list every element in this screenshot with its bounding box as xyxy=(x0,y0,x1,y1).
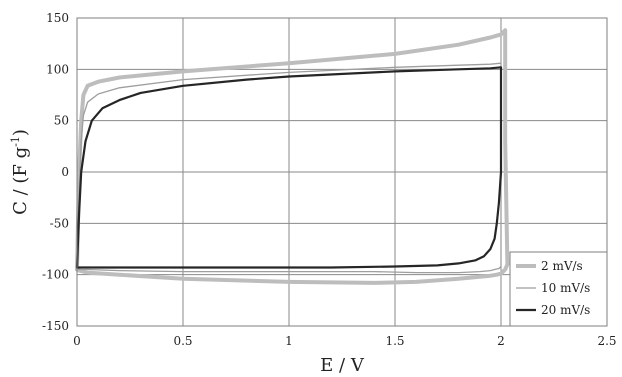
x-tick-label: 1.5 xyxy=(385,334,404,348)
y-tick-label: -100 xyxy=(42,268,69,282)
legend-label: 2 mV/s xyxy=(541,259,583,273)
series-line xyxy=(75,28,510,285)
x-tick-label: 0.5 xyxy=(173,334,192,348)
y-tick-label: 100 xyxy=(46,62,69,76)
y-tick-label: 50 xyxy=(54,114,69,128)
legend: 2 mV/s 10 mV/s 20 mV/s xyxy=(509,251,608,327)
tick-labels: 0 0.5 1 1.5 2 2.5 -150 -100 -50 0 50 100 150 xyxy=(42,11,617,348)
series-line xyxy=(75,66,503,269)
series-lines xyxy=(75,28,510,285)
y-tick-label: 0 xyxy=(61,165,69,179)
y-axis-title-superscript: -1 xyxy=(9,136,22,147)
plot-frame xyxy=(76,17,608,327)
y-tick-label: -150 xyxy=(42,319,69,333)
legend-label: 20 mV/s xyxy=(541,303,590,317)
x-tick-label: 1 xyxy=(285,334,293,348)
x-axis-title: E / V xyxy=(320,355,365,376)
x-tick-label: 0 xyxy=(73,334,81,348)
legend-label: 10 mV/s xyxy=(541,281,590,295)
x-tick-label: 2 xyxy=(497,334,505,348)
y-tick-label: -50 xyxy=(50,216,69,230)
y-axis-title-close: ) xyxy=(10,129,31,136)
x-tick-label: 2.5 xyxy=(597,334,616,348)
series-line xyxy=(76,62,502,274)
y-axis-title: C / (F g-1) xyxy=(9,129,31,215)
y-tick-label: 150 xyxy=(46,11,69,25)
y-axis-title-main: C / (F g xyxy=(10,147,31,215)
